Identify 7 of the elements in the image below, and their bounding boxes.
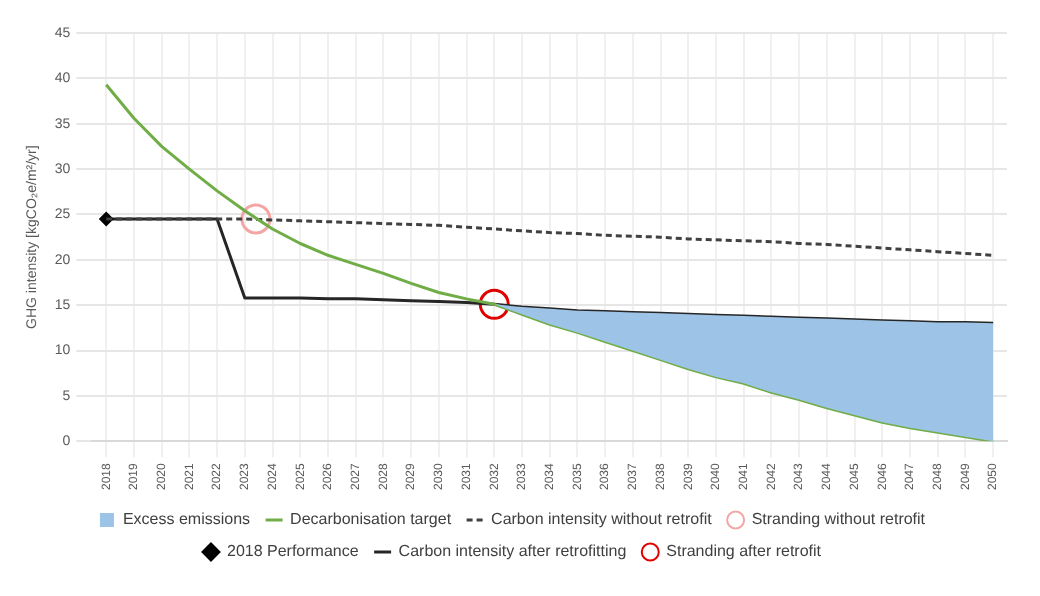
legend-label: Carbon intensity without retrofit: [491, 510, 714, 529]
legend-label: Stranding after retrofit: [666, 542, 823, 561]
legend-label: 2018 Performance: [226, 542, 360, 561]
legend-label: Excess emissions: [122, 510, 251, 529]
legend-label: Carbon intensity after retrofitting: [398, 542, 627, 561]
legend-label: Stranding without retrofit: [751, 510, 927, 529]
legend-label: Decarbonisation target: [290, 510, 453, 529]
